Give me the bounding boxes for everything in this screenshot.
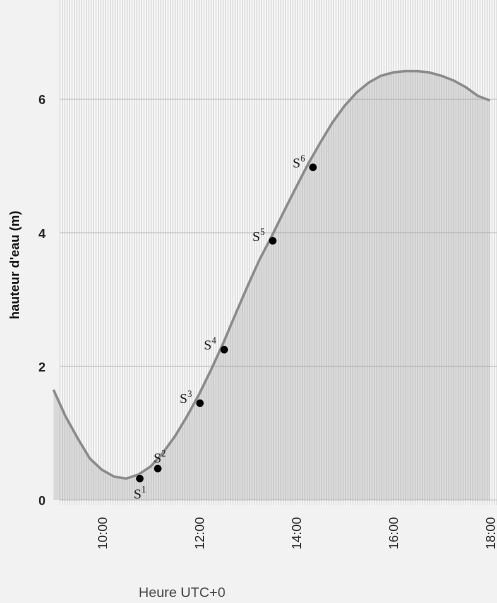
x-tick-label: 12:00: [192, 517, 207, 550]
x-tick-label: 16:00: [386, 517, 401, 550]
x-tick-label: 18:00: [483, 517, 497, 550]
tide-area: [53, 71, 490, 500]
point-label-s5: S5: [252, 227, 265, 245]
points-layer: S1 S2 S3 S4 S5 S6: [134, 153, 317, 503]
x-tick-label: 14:00: [289, 517, 304, 550]
x-tick-label: 10:00: [95, 517, 110, 550]
point-s6: [309, 163, 317, 172]
y-tick-label: 0: [38, 493, 45, 508]
y-tick-label: 2: [38, 359, 45, 374]
vertical-grid: [59, 0, 497, 505]
x-axis-title: Heure UTC+0: [139, 584, 226, 600]
y-axis-title: hauteur d'eau (m): [7, 211, 22, 320]
point-s3: [196, 399, 204, 407]
point-label-s4: S4: [204, 336, 217, 354]
horizontal-grid: [60, 98, 497, 501]
point-label-s1: S1: [134, 485, 146, 503]
point-s4: [220, 345, 229, 354]
x-tick-labels: 10:00 12:00 14:00 16:00 18:00: [95, 517, 497, 550]
point-label-s2: S2: [154, 449, 166, 467]
y-tick-label: 6: [38, 92, 45, 107]
y-tick-label: 4: [38, 226, 46, 241]
point-s2: [153, 464, 162, 473]
tide-area-layer: [52, 69, 491, 500]
point-label-s3: S3: [180, 389, 193, 407]
tide-curve: [52, 69, 491, 480]
y-tick-labels: 0 2 4 6: [38, 92, 46, 508]
point-label-s6: S6: [293, 153, 306, 171]
point-s1: [136, 474, 144, 483]
point-s5: [268, 237, 277, 245]
